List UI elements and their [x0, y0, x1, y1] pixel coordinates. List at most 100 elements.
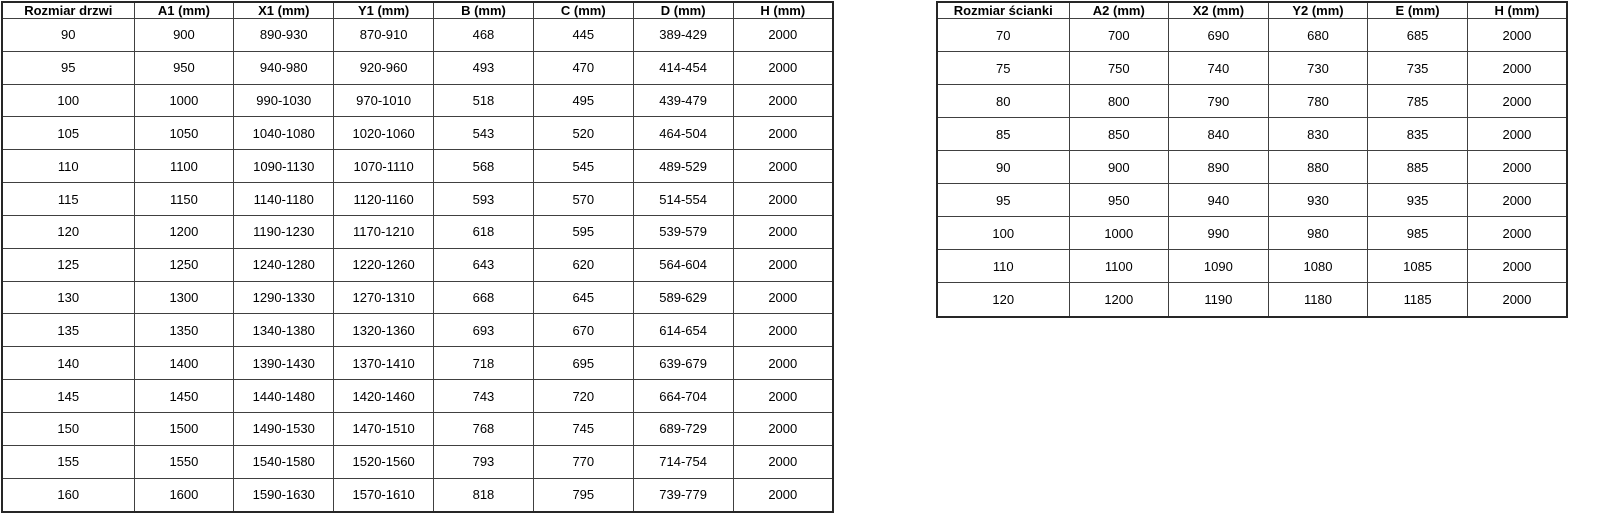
table-cell: 900 — [1068, 150, 1170, 185]
table-cell: 1550 — [133, 444, 235, 479]
table-cell: 800 — [1068, 84, 1170, 119]
table-row: 135 1350 1340-1380 1320-1360 693 670 614-654 20… — [1, 313, 834, 348]
table-cell: 70 — [936, 17, 1070, 53]
table-cell: 545 — [532, 149, 634, 184]
table-cell: 670 — [532, 313, 634, 348]
table-cell: 2000 — [732, 379, 834, 413]
table-row: 105 1050 1040-1080 1020-1060 543 520 464-504 20… — [1, 116, 834, 151]
table-cell: 100 — [936, 216, 1070, 251]
table-row: 110 1100 1090 1080 1085 2000 — [936, 249, 1568, 284]
table-cell: 1090 — [1168, 249, 1269, 284]
table-cell: 2000 — [1466, 216, 1568, 251]
table-cell: 2000 — [732, 50, 834, 85]
table-cell: 1200 — [1068, 282, 1170, 318]
table-row: 125 1250 1240-1280 1220-1260 643 620 564-604 20… — [1, 247, 834, 282]
table-cell: 493 — [433, 50, 534, 85]
table-row: 120 1200 1190 1180 1185 2000 — [936, 282, 1568, 318]
table-cell: 120 — [1, 214, 135, 249]
table-cell: 1450 — [133, 379, 235, 413]
table-cell: 1440-1480 — [233, 379, 335, 413]
column-header: B (mm) — [433, 1, 534, 19]
table-row: 95 950 940-980 920-960 493 470 414-454 2000 — [1, 50, 834, 85]
column-header: H (mm) — [732, 1, 834, 19]
table-cell: 1490-1530 — [233, 411, 335, 446]
table-cell: 1320-1360 — [333, 313, 435, 348]
table-cell: 2000 — [732, 214, 834, 249]
table-cell: 739-779 — [632, 477, 734, 513]
table-cell: 2000 — [1466, 183, 1568, 218]
table-cell: 1520-1560 — [333, 444, 435, 479]
table-cell: 75 — [936, 51, 1070, 86]
table-cell: 2000 — [732, 116, 834, 151]
table-cell: 614-654 — [632, 313, 734, 348]
table-cell: 745 — [532, 411, 634, 446]
table-cell: 2000 — [732, 149, 834, 184]
table-cell: 639-679 — [632, 346, 734, 381]
table-cell: 1270-1310 — [333, 280, 435, 315]
table-cell: 514-554 — [632, 182, 734, 216]
table-row: 95 950 940 930 935 2000 — [936, 183, 1568, 218]
table-cell: 1600 — [133, 477, 235, 513]
table-cell: 150 — [1, 411, 135, 446]
table-cell: 100 — [1, 83, 135, 118]
table-cell: 2000 — [1466, 51, 1568, 86]
table-cell: 155 — [1, 444, 135, 479]
table-cell: 564-604 — [632, 247, 734, 282]
table-cell: 980 — [1267, 216, 1369, 251]
table-cell: 1570-1610 — [333, 477, 435, 513]
table-cell: 700 — [1068, 17, 1170, 53]
table-cell: 1400 — [133, 346, 235, 381]
table-cell: 795 — [532, 477, 634, 513]
table-cell: 1120-1160 — [333, 182, 435, 216]
table-cell: 1370-1410 — [333, 346, 435, 381]
wall-table-body: 70 700 690 680 685 2000 75 750 740 730 735 2000 80 80… — [936, 17, 1568, 318]
column-header: A2 (mm) — [1068, 1, 1170, 19]
table-cell: 1470-1510 — [333, 411, 435, 446]
table-cell: 389-429 — [632, 18, 734, 52]
table-cell: 1000 — [133, 83, 235, 118]
table-cell: 110 — [1, 149, 135, 184]
table-cell: 970-1010 — [333, 83, 435, 118]
table-cell: 115 — [1, 182, 135, 216]
table-cell: 668 — [433, 280, 534, 315]
table-cell: 693 — [433, 313, 534, 348]
table-cell: 2000 — [732, 18, 834, 52]
table-cell: 543 — [433, 116, 534, 151]
column-header: E (mm) — [1367, 1, 1468, 19]
table-cell: 720 — [532, 379, 634, 413]
table-cell: 2000 — [732, 280, 834, 315]
table-cell: 130 — [1, 280, 135, 315]
table-cell: 790 — [1168, 84, 1269, 119]
table-cell: 1540-1580 — [233, 444, 335, 479]
table-cell: 1500 — [133, 411, 235, 446]
table-row: 80 800 790 780 785 2000 — [936, 84, 1568, 119]
table-cell: 643 — [433, 247, 534, 282]
table-cell: 90 — [936, 150, 1070, 185]
table-cell: 930 — [1267, 183, 1369, 218]
table-row: 160 1600 1590-1630 1570-1610 818 795 739-779 20… — [1, 477, 834, 513]
table-cell: 1020-1060 — [333, 116, 435, 151]
column-header: Y1 (mm) — [333, 1, 435, 19]
table-cell: 770 — [532, 444, 634, 479]
column-header: Rozmiar ścianki — [936, 1, 1070, 19]
table-row: 70 700 690 680 685 2000 — [936, 17, 1568, 53]
table-cell: 689-729 — [632, 411, 734, 446]
table-row: 90 900 890 880 885 2000 — [936, 150, 1568, 185]
table-cell: 950 — [133, 50, 235, 85]
table-cell: 140 — [1, 346, 135, 381]
table-cell: 768 — [433, 411, 534, 446]
table-row: 145 1450 1440-1480 1420-1460 743 720 664-704 20… — [1, 379, 834, 413]
table-cell: 570 — [532, 182, 634, 216]
table-cell: 110 — [936, 249, 1070, 284]
table-cell: 2000 — [732, 411, 834, 446]
table-cell: 2000 — [1466, 117, 1568, 152]
table-cell: 1185 — [1367, 282, 1468, 318]
table-cell: 1200 — [133, 214, 235, 249]
table-row: 150 1500 1490-1530 1470-1510 768 745 689-729 20… — [1, 411, 834, 446]
table-cell: 1250 — [133, 247, 235, 282]
table-cell: 489-529 — [632, 149, 734, 184]
table-cell: 1070-1110 — [333, 149, 435, 184]
table-cell: 495 — [532, 83, 634, 118]
table-cell: 1420-1460 — [333, 379, 435, 413]
table-cell: 1340-1380 — [233, 313, 335, 348]
